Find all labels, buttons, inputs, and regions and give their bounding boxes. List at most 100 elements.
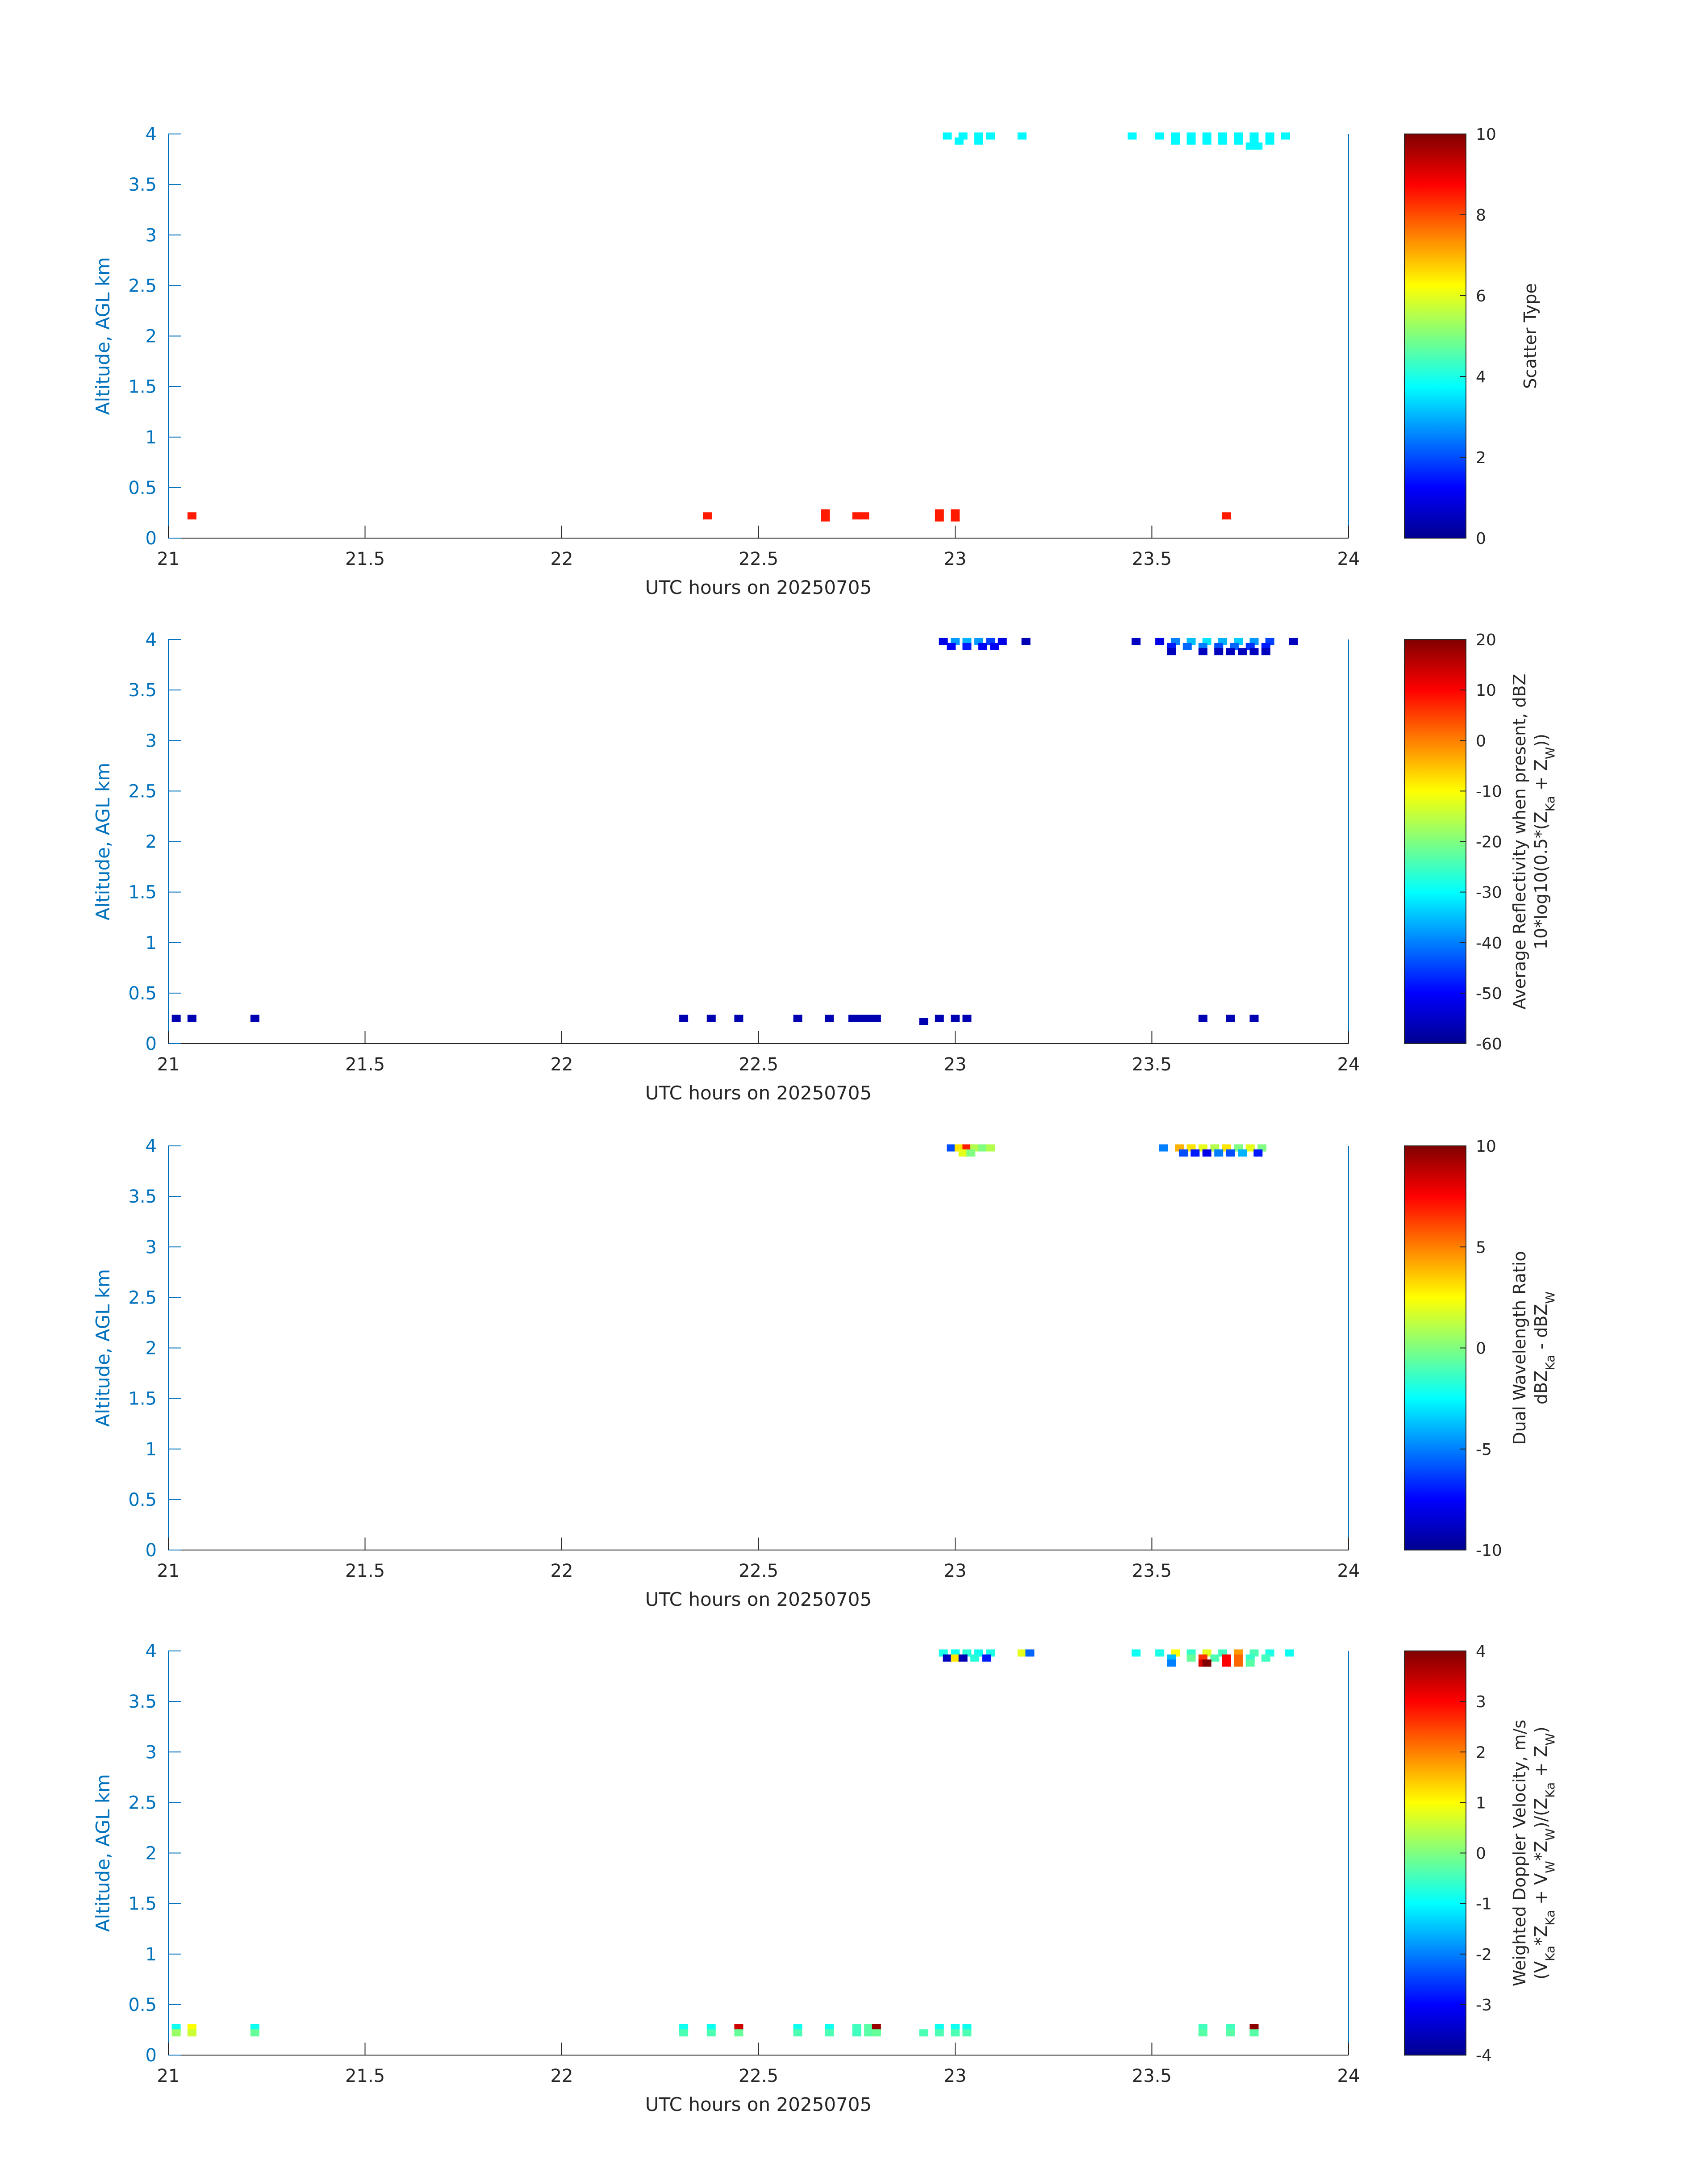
colorbar bbox=[1404, 134, 1466, 539]
x-tick-label: 24 bbox=[1337, 1054, 1360, 1075]
heatmap-cell bbox=[935, 1015, 944, 1022]
y-tick-label: 4 bbox=[146, 124, 157, 145]
heatmap-cell bbox=[1253, 1149, 1263, 1157]
y-tick-label: 2.5 bbox=[128, 781, 157, 802]
heatmap-cell bbox=[793, 1015, 802, 1022]
y-tick-label: 0 bbox=[146, 1034, 157, 1054]
colorbar-tick-label: -4 bbox=[1476, 2047, 1492, 2065]
colorbar-tick-label: 0 bbox=[1476, 732, 1486, 750]
x-tick-label: 23 bbox=[944, 1054, 967, 1075]
colorbar-tick-label: -3 bbox=[1476, 1996, 1492, 2014]
y-tick-label: 2.5 bbox=[128, 1287, 157, 1308]
colorbar-tick-label: 10 bbox=[1476, 681, 1496, 700]
heatmap-cell bbox=[1202, 137, 1211, 145]
heatmap-cell bbox=[1202, 1659, 1211, 1667]
heatmap-cell bbox=[872, 2029, 881, 2037]
heatmap-cell bbox=[986, 1144, 995, 1152]
heatmap-cells bbox=[947, 1144, 1267, 1157]
y-tick-label: 1.5 bbox=[128, 1894, 157, 1914]
heatmap-cell bbox=[187, 2029, 196, 2037]
heatmap-cell bbox=[951, 2029, 960, 2037]
heatmap-cell bbox=[171, 1015, 181, 1022]
heatmap-cell bbox=[1178, 1149, 1188, 1157]
x-tick-label: 24 bbox=[1337, 549, 1360, 569]
colorbar-tick-label: -10 bbox=[1476, 1542, 1502, 1560]
heatmap-cell bbox=[171, 2029, 181, 2037]
y-tick-label: 0 bbox=[146, 1540, 157, 1561]
heatmap-cell bbox=[679, 2029, 689, 2037]
x-tick-label: 21.5 bbox=[345, 1561, 385, 1581]
colorbar-tick-label: -1 bbox=[1476, 1895, 1492, 1914]
heatmap-cell bbox=[954, 137, 964, 145]
heatmap-cell bbox=[1199, 1015, 1208, 1022]
heatmap-cell bbox=[864, 2029, 873, 2037]
colorbar-label: 10*log10(0.5*(ZKa + ZW)) bbox=[1531, 734, 1558, 949]
colorbar bbox=[1404, 1145, 1466, 1550]
heatmap-cell bbox=[734, 2029, 743, 2037]
y-tick-label: 0 bbox=[146, 2045, 157, 2066]
colorbar-tick-label: 0 bbox=[1476, 1845, 1486, 1863]
colorbar-tick-label: 4 bbox=[1476, 368, 1486, 386]
heatmap-cell bbox=[962, 643, 972, 650]
heatmap-cell bbox=[947, 1144, 956, 1152]
x-axis-label: UTC hours on 20250705 bbox=[645, 1082, 872, 1104]
y-tick-label: 3.5 bbox=[128, 1187, 157, 1207]
heatmap-cell bbox=[1222, 1659, 1231, 1667]
heatmap-cell bbox=[1202, 1149, 1211, 1157]
heatmap-cell bbox=[702, 512, 712, 520]
colorbar-label: Weighted Doppler Velocity, m/s bbox=[1510, 1720, 1529, 1986]
heatmap-cell bbox=[864, 1015, 873, 1022]
x-tick-label: 21.5 bbox=[345, 1054, 385, 1075]
heatmap-cells bbox=[171, 1649, 1294, 2037]
x-tick-label: 23 bbox=[944, 2066, 967, 2086]
heatmap-cell bbox=[935, 2029, 944, 2037]
heatmap-cell bbox=[978, 1144, 987, 1152]
heatmap-cell bbox=[679, 1015, 689, 1022]
heatmap-cell bbox=[706, 2029, 716, 2037]
y-tick-label: 2 bbox=[146, 326, 157, 347]
y-tick-label: 4 bbox=[146, 1641, 157, 1662]
heatmap-cell bbox=[1245, 1144, 1255, 1152]
heatmap-cell bbox=[1186, 137, 1196, 145]
heatmap-cell bbox=[1238, 648, 1247, 656]
heatmap-cell bbox=[951, 1015, 960, 1022]
heatmap-cells bbox=[171, 638, 1298, 1025]
colorbar-tick-label: 10 bbox=[1476, 125, 1496, 144]
colorbar-tick-label: 6 bbox=[1476, 287, 1486, 305]
heatmap-cell bbox=[825, 2029, 834, 2037]
heatmap-cell bbox=[1132, 638, 1141, 645]
x-tick-label: 21 bbox=[157, 2066, 180, 2086]
colorbar-label: Dual Wavelength Ratio bbox=[1510, 1251, 1529, 1445]
y-tick-label: 0.5 bbox=[128, 983, 157, 1004]
x-tick-label: 22.5 bbox=[739, 1054, 778, 1075]
y-tick-label: 1 bbox=[146, 1439, 157, 1460]
y-tick-label: 4 bbox=[146, 1136, 157, 1157]
heatmap-cell bbox=[943, 132, 952, 140]
heatmap-cell bbox=[1265, 137, 1274, 145]
heatmap-cell bbox=[872, 1015, 881, 1022]
colorbar bbox=[1404, 639, 1466, 1044]
colorbar-tick-label: 3 bbox=[1476, 1693, 1486, 1711]
heatmap-cell bbox=[825, 1015, 834, 1022]
y-tick-label: 2 bbox=[146, 1843, 157, 1864]
heatmap-cell bbox=[1234, 137, 1243, 145]
x-tick-label: 23.5 bbox=[1132, 1561, 1172, 1581]
heatmap-cell bbox=[1190, 1149, 1200, 1157]
colorbar bbox=[1404, 1651, 1466, 2056]
x-axis-label: UTC hours on 20250705 bbox=[645, 1588, 872, 1610]
heatmap-cell bbox=[1182, 643, 1192, 650]
heatmap-cell bbox=[939, 638, 948, 645]
x-tick-label: 21 bbox=[157, 1561, 180, 1581]
y-axis-label: Altitude, AGL km bbox=[92, 763, 114, 920]
heatmap-cell bbox=[856, 1015, 865, 1022]
heatmap-cell bbox=[978, 643, 987, 650]
y-tick-label: 1.5 bbox=[128, 882, 157, 903]
heatmap-cell bbox=[1281, 132, 1290, 140]
heatmap-cell bbox=[958, 1149, 968, 1157]
heatmap-cell bbox=[1128, 132, 1137, 140]
heatmap-cell bbox=[1222, 512, 1231, 520]
heatmap-cell bbox=[1199, 648, 1208, 656]
heatmap-cell bbox=[1155, 638, 1165, 645]
heatmap-cell bbox=[966, 1149, 976, 1157]
